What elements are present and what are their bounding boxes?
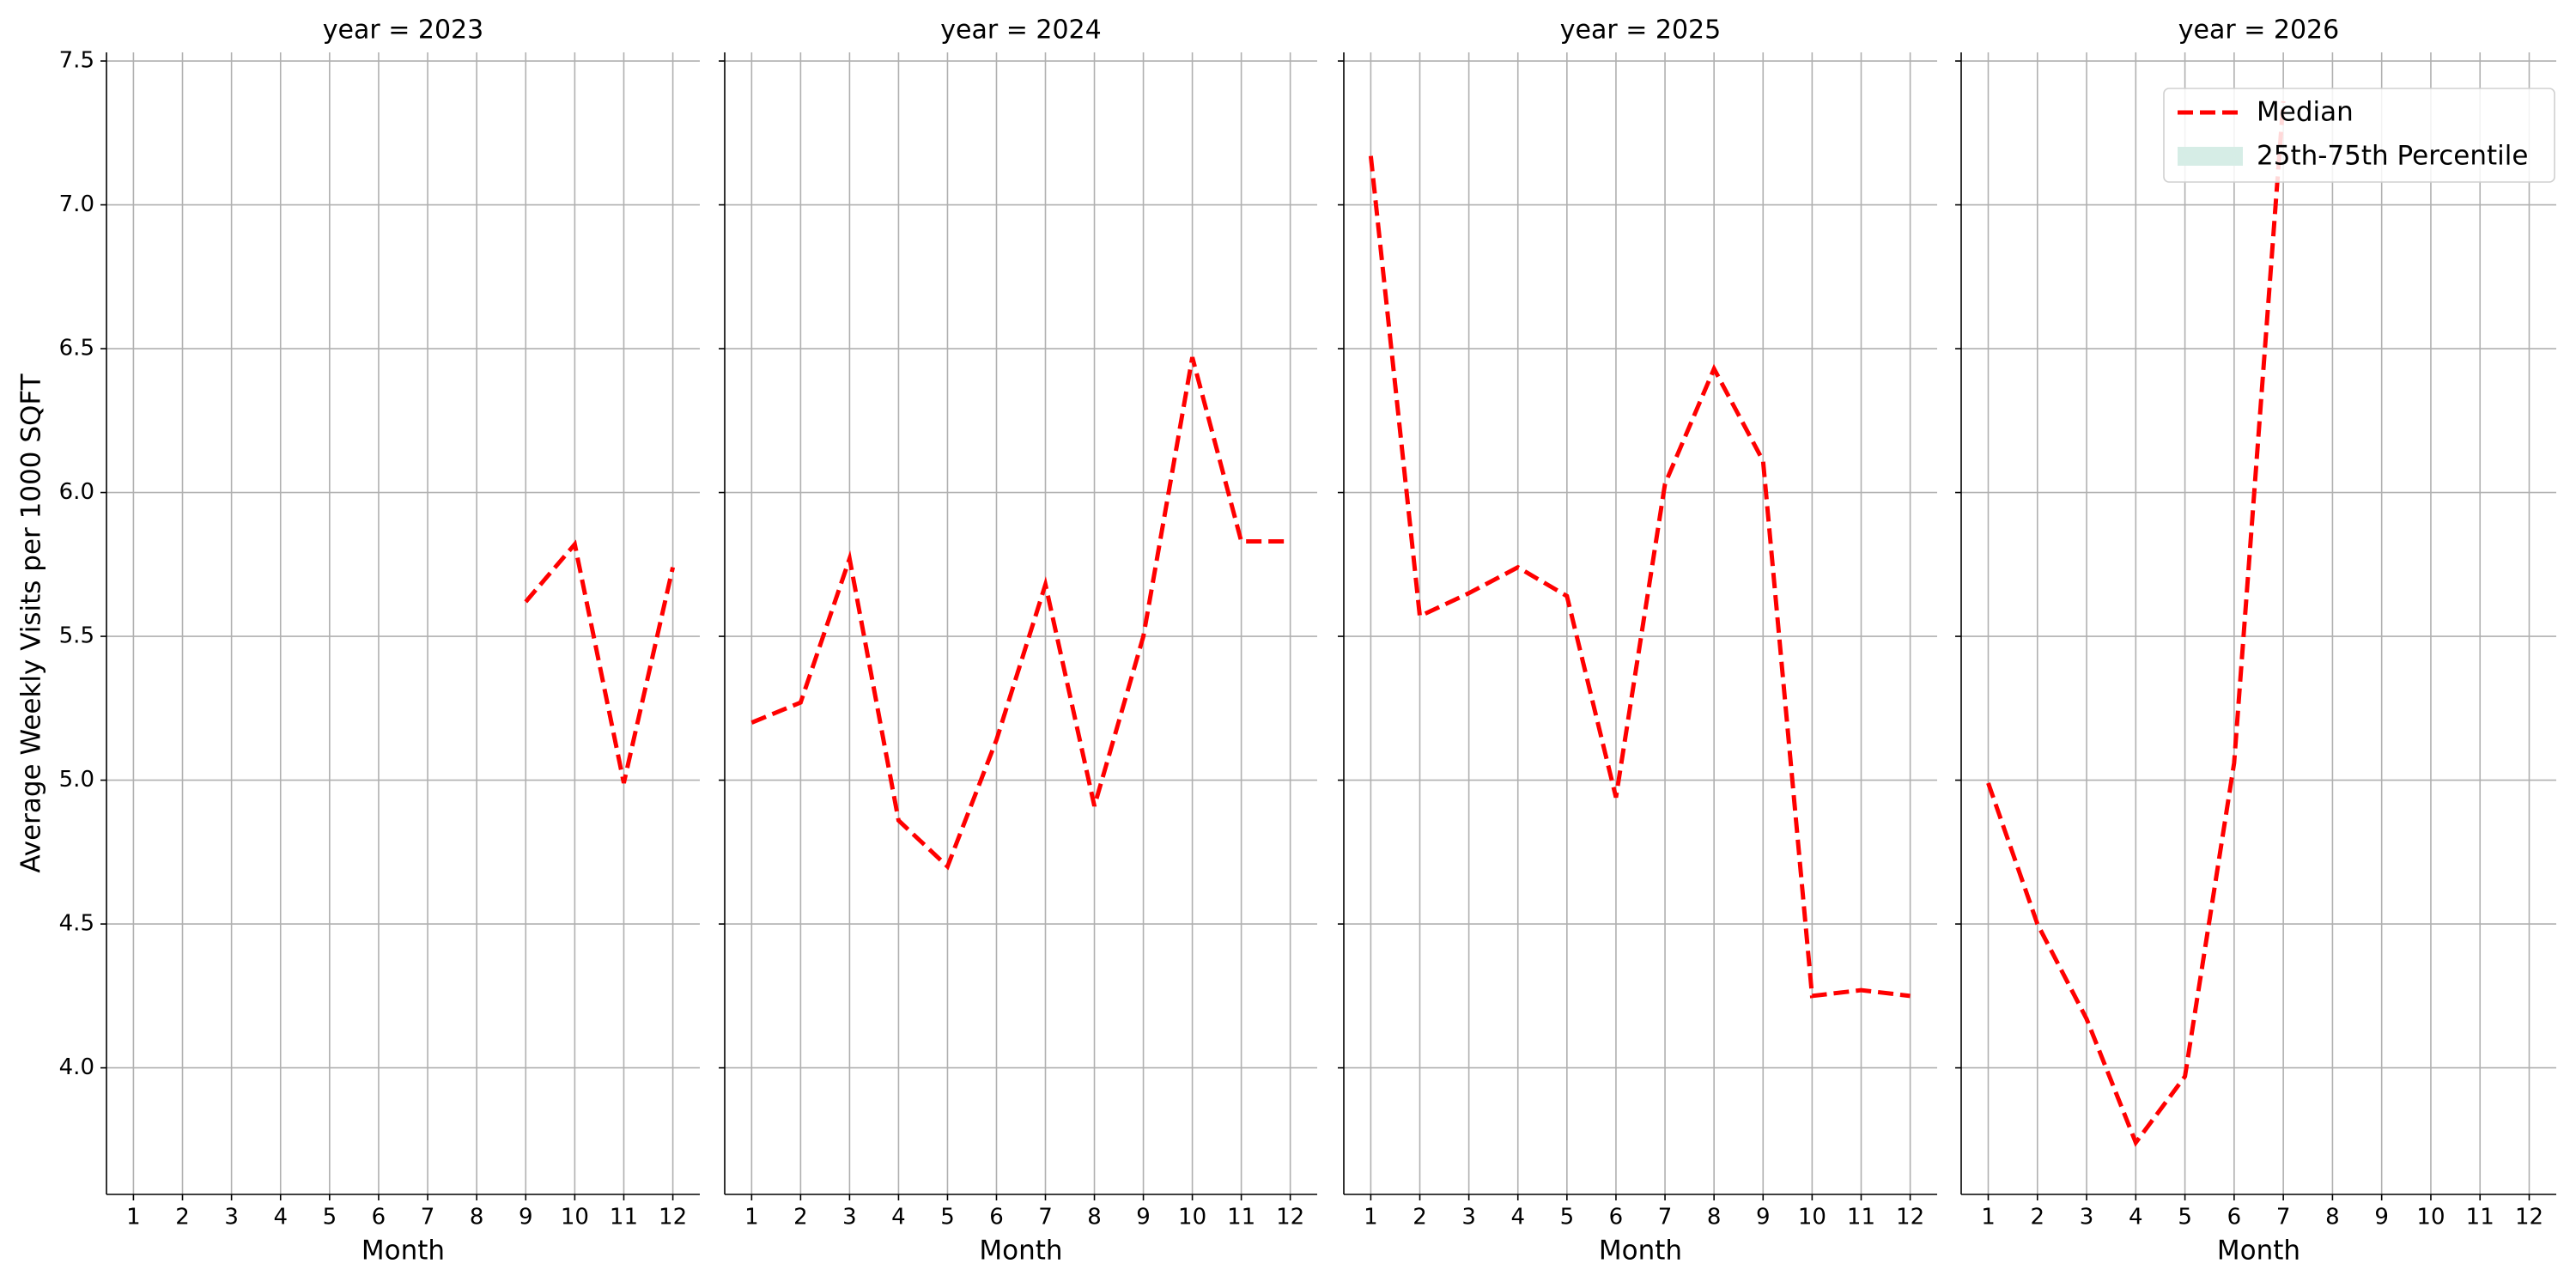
x-tick-label: 6 (372, 1205, 386, 1230)
y-tick-label: 7.5 (59, 48, 94, 74)
x-tick-label: 2 (793, 1205, 808, 1230)
y-tick-label: 6.0 (59, 479, 94, 505)
legend-label: 25th-75th Percentile (2257, 141, 2528, 172)
x-tick-label: 6 (1609, 1205, 1624, 1230)
y-tick-label: 5.5 (59, 623, 94, 649)
x-tick-label: 3 (2080, 1205, 2094, 1230)
x-tick-label: 5 (1560, 1205, 1575, 1230)
y-tick-label: 4.0 (59, 1054, 94, 1080)
x-tick-label: 8 (1707, 1205, 1722, 1230)
x-tick-label: 8 (470, 1205, 484, 1230)
panel-title: year = 2026 (2178, 15, 2340, 46)
x-tick-label: 10 (1178, 1205, 1206, 1230)
x-tick-label: 3 (1461, 1205, 1476, 1230)
y-tick-label: 7.0 (59, 191, 94, 217)
x-tick-label: 11 (1847, 1205, 1875, 1230)
x-tick-label: 12 (1896, 1205, 1924, 1230)
x-tick-label: 7 (2276, 1205, 2291, 1230)
x-tick-label: 2 (1413, 1205, 1427, 1230)
x-tick-label: 2 (2030, 1205, 2044, 1230)
x-tick-label: 7 (421, 1205, 435, 1230)
median-line (1368, 155, 1911, 999)
median-line (1986, 100, 2286, 1147)
x-tick-label: 12 (2515, 1205, 2543, 1230)
x-tick-label: 7 (1038, 1205, 1053, 1230)
x-tick-label: 12 (659, 1205, 687, 1230)
x-tick-label: 1 (126, 1205, 141, 1230)
x-tick-label: 1 (744, 1205, 759, 1230)
x-axis-label: Month (979, 1236, 1062, 1267)
x-tick-label: 9 (1136, 1205, 1151, 1230)
median-line (750, 356, 1291, 871)
x-tick-label: 6 (2227, 1205, 2242, 1230)
x-tick-label: 2 (175, 1205, 190, 1230)
x-axis-label: Month (361, 1236, 445, 1267)
x-tick-label: 4 (1510, 1205, 1525, 1230)
x-tick-label: 1 (1981, 1205, 1996, 1230)
panel-title: year = 2023 (323, 15, 484, 46)
x-tick-label: 3 (224, 1205, 239, 1230)
y-axis-label: Average Weekly Visits per 1000 SQFT (16, 373, 47, 872)
x-tick-label: 8 (2325, 1205, 2340, 1230)
x-tick-label: 8 (1087, 1205, 1102, 1230)
legend-swatch (2178, 147, 2243, 166)
x-tick-label: 7 (1658, 1205, 1673, 1230)
x-tick-label: 1 (1364, 1205, 1378, 1230)
x-tick-label: 11 (610, 1205, 638, 1230)
x-tick-label: 11 (1227, 1205, 1255, 1230)
x-tick-label: 3 (842, 1205, 857, 1230)
x-axis-label: Month (2217, 1236, 2300, 1267)
legend-label: Median (2257, 97, 2354, 128)
x-tick-label: 5 (323, 1205, 337, 1230)
legend-box (2163, 88, 2555, 183)
y-tick-label: 4.5 (59, 911, 94, 937)
panel-title: year = 2025 (1560, 15, 1722, 46)
x-tick-label: 4 (2129, 1205, 2143, 1230)
x-tick-label: 9 (1756, 1205, 1771, 1230)
x-tick-label: 11 (2466, 1205, 2494, 1230)
x-tick-label: 12 (1276, 1205, 1304, 1230)
y-tick-label: 5.0 (59, 767, 94, 793)
x-tick-label: 9 (519, 1205, 533, 1230)
panel-title: year = 2024 (940, 15, 1102, 46)
x-tick-label: 5 (940, 1205, 955, 1230)
x-tick-label: 10 (561, 1205, 589, 1230)
x-tick-label: 4 (891, 1205, 906, 1230)
x-tick-label: 5 (2178, 1205, 2192, 1230)
x-tick-label: 6 (989, 1205, 1004, 1230)
x-tick-label: 10 (2416, 1205, 2445, 1230)
x-tick-label: 4 (273, 1205, 288, 1230)
x-tick-label: 10 (1798, 1205, 1826, 1230)
median-line (524, 539, 676, 784)
x-axis-label: Month (1599, 1236, 1682, 1267)
y-tick-label: 6.5 (59, 336, 94, 361)
x-tick-label: 9 (2374, 1205, 2389, 1230)
